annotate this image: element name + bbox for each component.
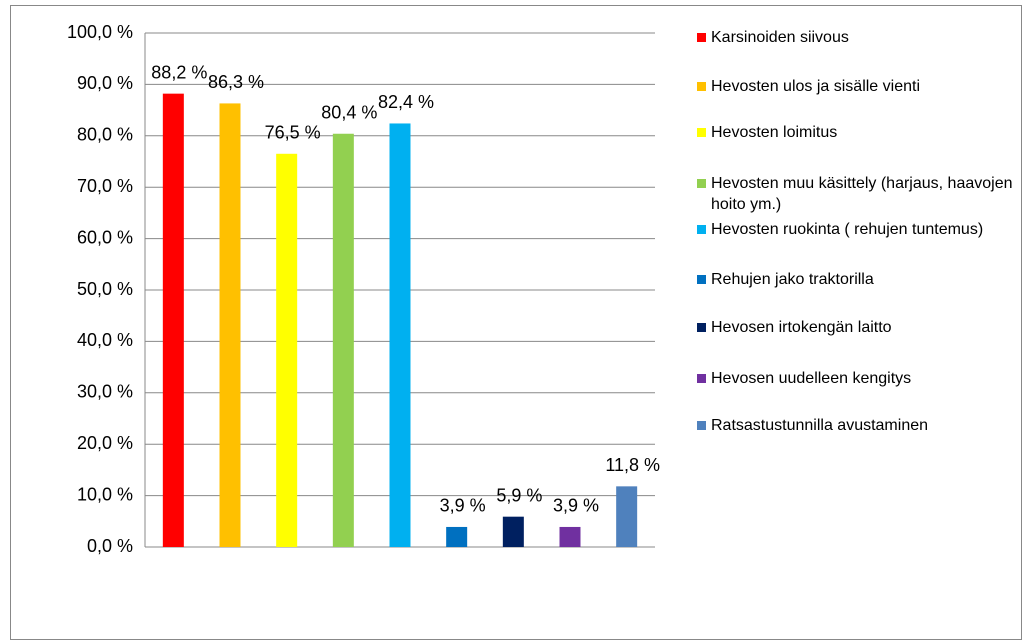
data-label: 3,9 %: [553, 496, 599, 516]
legend-label: Hevosten muu käsittely (harjaus, haavoje…: [711, 175, 1013, 213]
legend-item: Hevosen irtokengän laitto: [697, 317, 1017, 338]
legend-item: Hevosten muu käsittely (harjaus, haavoje…: [697, 173, 1017, 215]
bar: [616, 486, 638, 547]
y-tick-label: 0,0 %: [87, 536, 133, 556]
legend-swatch: [697, 33, 706, 42]
data-label: 76,5 %: [265, 123, 321, 143]
y-tick-label: 70,0 %: [77, 176, 133, 196]
legend-swatch: [697, 275, 706, 284]
data-label: 88,2 %: [151, 62, 207, 82]
legend-item: Hevosen uudelleen kengitys: [697, 368, 1017, 389]
data-label: 11,8 %: [605, 455, 660, 475]
legend-label: Hevosten ulos ja sisälle vienti: [711, 78, 920, 95]
legend-swatch: [697, 82, 706, 91]
legend-swatch: [697, 374, 706, 383]
y-tick-label: 10,0 %: [77, 484, 133, 504]
legend-label: Hevosen uudelleen kengitys: [711, 370, 912, 387]
legend-item: Hevosten loimitus: [697, 122, 1017, 143]
legend-item: Ratsastustunnilla avustaminen: [697, 415, 1017, 436]
legend-label: Hevosen irtokengän laitto: [711, 319, 892, 336]
legend-label: Ratsastustunnilla avustaminen: [711, 417, 929, 434]
bar: [162, 93, 184, 547]
data-label: 82,4 %: [378, 92, 434, 112]
data-label: 80,4 %: [321, 102, 377, 122]
bar: [276, 153, 298, 548]
bar: [219, 103, 241, 547]
legend-label: Karsinoiden siivous: [711, 29, 849, 46]
y-tick-label: 50,0 %: [77, 279, 133, 299]
legend-item: Rehujen jako traktorilla: [697, 269, 1017, 290]
legend-label: Hevosten loimitus: [711, 124, 838, 141]
y-tick-label: 100,0 %: [67, 22, 133, 42]
legend-swatch: [697, 225, 706, 234]
y-tick-label: 20,0 %: [77, 433, 133, 453]
legend-label: Hevosten ruokinta ( rehujen tuntemus): [711, 221, 984, 238]
legend-item: Hevosten ulos ja sisälle vienti: [697, 76, 1017, 97]
bar: [332, 133, 354, 547]
y-tick-label: 80,0 %: [77, 125, 133, 145]
legend-label: Rehujen jako traktorilla: [711, 271, 874, 288]
y-tick-label: 40,0 %: [77, 330, 133, 350]
legend-item: Hevosten ruokinta ( rehujen tuntemus): [697, 219, 1017, 240]
legend-swatch: [697, 179, 706, 188]
y-tick-label: 60,0 %: [77, 227, 133, 247]
legend-swatch: [697, 421, 706, 430]
bar: [389, 123, 411, 548]
legend-swatch: [697, 323, 706, 332]
bar: [502, 516, 524, 547]
y-tick-label: 90,0 %: [77, 73, 133, 93]
bar: [559, 526, 581, 547]
data-label: 86,3 %: [208, 72, 264, 92]
data-label: 5,9 %: [496, 485, 542, 505]
data-label: 3,9 %: [440, 496, 486, 516]
legend-item: Karsinoiden siivous: [697, 27, 1017, 48]
y-tick-label: 30,0 %: [77, 382, 133, 402]
bar: [446, 526, 468, 547]
legend-swatch: [697, 128, 706, 137]
